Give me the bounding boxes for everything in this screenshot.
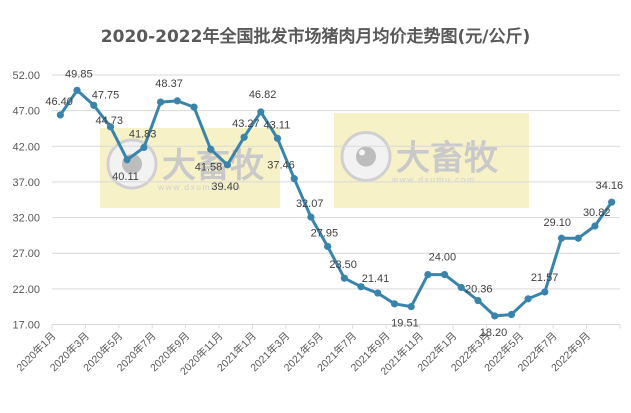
data-point-marker xyxy=(223,161,232,169)
data-point-marker xyxy=(591,222,599,230)
data-point-marker xyxy=(56,111,64,119)
data-label: 48.37 xyxy=(155,78,183,90)
data-label: 37.46 xyxy=(267,160,295,172)
data-point-marker xyxy=(73,86,81,94)
data-point-marker xyxy=(574,234,582,242)
data-point-marker xyxy=(240,133,248,141)
data-point-marker xyxy=(173,97,181,105)
data-label: 47.75 xyxy=(92,89,120,101)
data-label: 40.11 xyxy=(112,171,139,183)
data-point-marker xyxy=(106,123,115,131)
data-point-marker xyxy=(140,143,148,152)
y-tick-label: 17.00 xyxy=(12,320,40,332)
data-label: 43.27 xyxy=(232,118,260,130)
series-line xyxy=(59,88,613,318)
data-point-marker xyxy=(324,242,332,251)
data-label: 21.57 xyxy=(531,272,559,284)
data-point-marker xyxy=(541,288,549,296)
data-label: 43.11 xyxy=(264,119,291,131)
data-label: 39.40 xyxy=(211,181,239,193)
data-label: 24.00 xyxy=(429,252,457,264)
data-point-marker xyxy=(156,98,165,106)
data-point-marker xyxy=(340,274,348,282)
y-tick-label: 27.00 xyxy=(12,248,40,260)
data-label: 18.20 xyxy=(480,327,508,339)
y-tick-label: 42.00 xyxy=(12,141,40,153)
watermark-url: www.dxumu.com xyxy=(391,175,476,185)
y-tick-label: 52.00 xyxy=(12,70,40,82)
data-point-marker xyxy=(440,271,449,279)
data-label: 19.51 xyxy=(391,318,419,330)
data-point-marker xyxy=(474,296,482,305)
data-point-marker xyxy=(190,103,198,111)
data-label: 29.10 xyxy=(544,217,572,229)
data-label: 46.82 xyxy=(249,89,277,101)
data-label: 20.36 xyxy=(465,284,493,296)
data-label: 44.73 xyxy=(95,115,123,127)
data-point-marker xyxy=(257,108,265,116)
data-point-marker xyxy=(407,303,415,311)
data-label: 46.40 xyxy=(45,96,73,108)
data-point-marker xyxy=(307,213,315,221)
data-point-marker xyxy=(390,300,399,308)
data-point-marker xyxy=(207,145,215,153)
data-label: 41.83 xyxy=(129,128,157,140)
y-tick-label: 22.00 xyxy=(12,284,40,296)
data-label: 27.95 xyxy=(311,227,339,239)
data-point-marker xyxy=(524,295,532,303)
data-label: 32.07 xyxy=(296,198,324,210)
data-point-marker xyxy=(290,175,298,183)
data-label: 34.16 xyxy=(596,180,624,192)
data-point-marker xyxy=(424,271,432,279)
data-label: 23.50 xyxy=(329,259,357,271)
data-label: 21.41 xyxy=(362,273,390,285)
watermark-logo-highlight-icon xyxy=(359,149,365,156)
data-point-marker xyxy=(457,283,465,292)
data-point-marker xyxy=(273,134,282,142)
watermark-logo-pupil-icon xyxy=(356,146,376,167)
y-tick-label: 32.00 xyxy=(12,213,40,225)
chart-title: 2020-2022年全国批发市场猪肉月均价走势图(元/公斤) xyxy=(100,27,531,47)
data-point-marker xyxy=(357,283,365,291)
y-tick-label: 47.00 xyxy=(12,106,40,118)
y-tick-label: 37.00 xyxy=(12,177,40,189)
data-point-marker xyxy=(608,198,616,206)
data-label: 49.85 xyxy=(65,68,93,80)
data-point-marker xyxy=(557,234,566,242)
data-point-marker xyxy=(507,310,516,319)
data-point-marker xyxy=(123,156,131,164)
data-point-marker xyxy=(491,312,499,320)
watermark-url: www.dxumu.com xyxy=(157,182,242,192)
data-label: 30.82 xyxy=(583,207,611,219)
data-point-marker xyxy=(90,101,98,109)
watermark-brand: 大畜牧 xyxy=(396,139,499,179)
data-point-marker xyxy=(374,289,382,297)
data-label: 41.58 xyxy=(195,161,223,173)
